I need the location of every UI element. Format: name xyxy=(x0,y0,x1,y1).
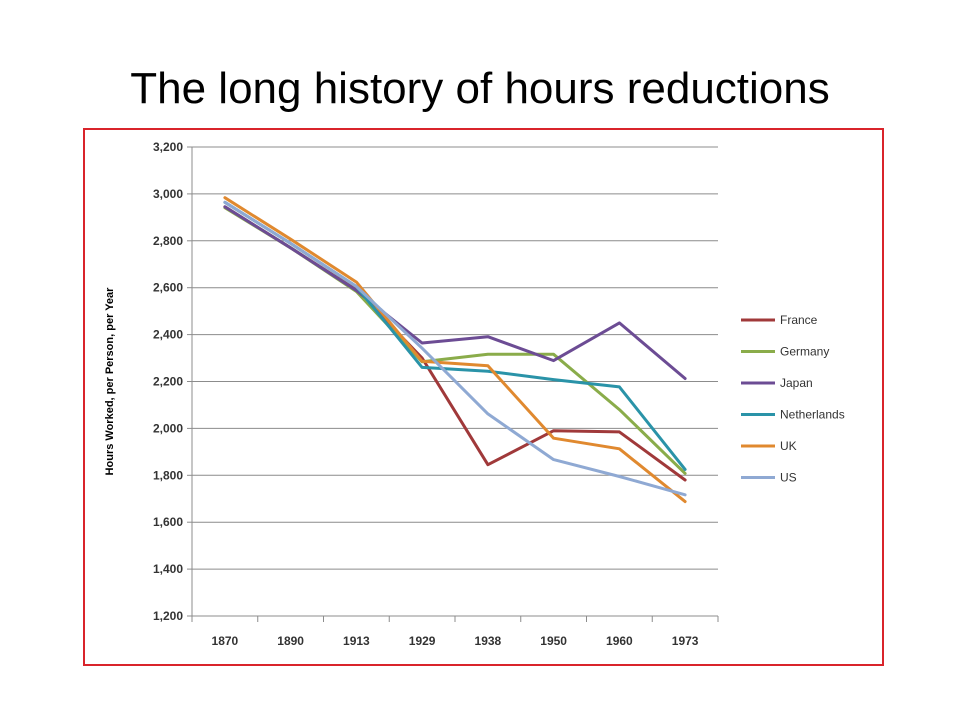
x-tick-label: 1960 xyxy=(606,634,633,648)
y-tick-label: 2,000 xyxy=(153,421,183,435)
gridlines xyxy=(187,146,719,622)
x-tick-label: 1938 xyxy=(475,634,502,648)
y-axis-label: Hours Worked, per Person, per Year xyxy=(104,287,116,476)
y-tick-label: 3,200 xyxy=(153,140,183,154)
slide-title: The long history of hours reductions xyxy=(130,64,830,113)
legend-label: France xyxy=(780,313,818,327)
legend: France Germany Japan Netherlands UK US xyxy=(741,313,845,485)
y-tick-label: 2,600 xyxy=(153,281,183,295)
y-axis-ticks: 1,200 1,400 1,600 1,800 2,000 2,200 2,400 2,600… xyxy=(153,140,183,623)
x-tick-label: 1890 xyxy=(277,634,304,648)
series-line-france xyxy=(223,205,687,482)
x-tick-label: 1870 xyxy=(212,634,239,648)
y-tick-label: 1,800 xyxy=(153,468,183,482)
x-tick-label: 1973 xyxy=(672,634,699,648)
chart-frame: 1,200 1,400 1,600 1,800 2,000 2,200 2,400 2,600… xyxy=(83,128,884,666)
line-chart: 1,200 1,400 1,600 1,800 2,000 2,200 2,400 2,600… xyxy=(104,140,845,648)
series-line-japan xyxy=(223,205,687,380)
legend-label: Japan xyxy=(780,376,813,390)
x-tick-label: 1913 xyxy=(343,634,370,648)
y-tick-label: 2,200 xyxy=(153,375,183,389)
series-line-us xyxy=(223,200,687,497)
series-lines xyxy=(223,196,687,504)
legend-label: Germany xyxy=(780,345,829,359)
legend-label: Netherlands xyxy=(780,408,845,422)
x-tick-label: 1950 xyxy=(540,634,567,648)
series-line-uk xyxy=(223,196,687,504)
y-tick-label: 3,000 xyxy=(153,187,183,201)
y-tick-label: 2,400 xyxy=(153,328,183,342)
y-tick-label: 1,600 xyxy=(153,515,183,529)
legend-label: US xyxy=(780,471,797,485)
x-axis-ticks: 1870 1890 1913 1929 1938 1950 1960 1973 xyxy=(212,634,699,648)
legend-label: UK xyxy=(780,439,797,453)
y-tick-label: 1,200 xyxy=(153,609,183,623)
y-tick-label: 1,400 xyxy=(153,562,183,576)
y-tick-label: 2,800 xyxy=(153,234,183,248)
x-tick-label: 1929 xyxy=(409,634,436,648)
